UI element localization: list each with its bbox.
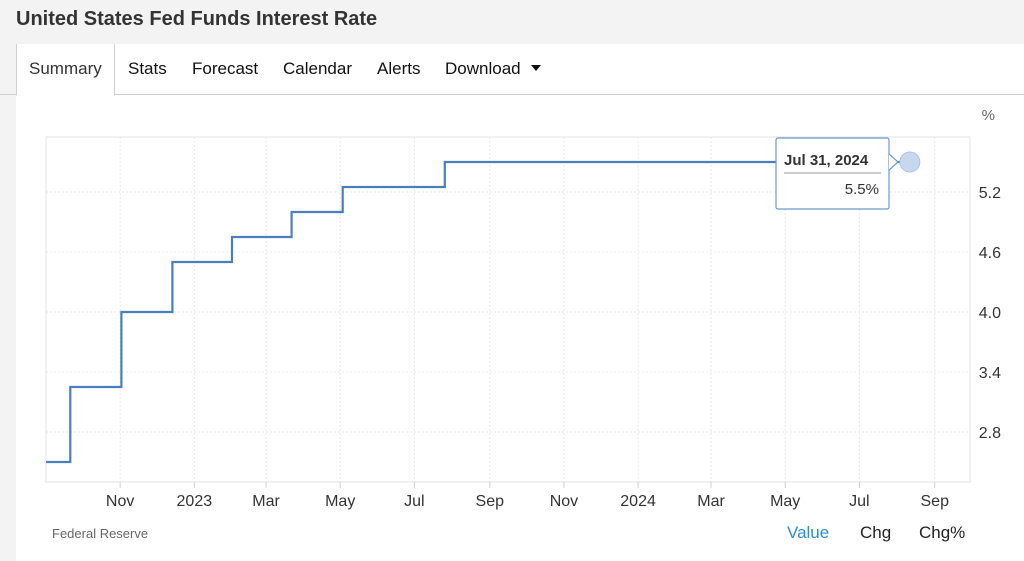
highlight-point (899, 151, 921, 173)
x-tick-label: May (325, 493, 355, 510)
left-gutter (0, 95, 16, 561)
metric-value-button[interactable]: Value (787, 523, 830, 542)
tab-calendar[interactable]: Calendar (283, 59, 352, 78)
y-tick-label: 4.6 (979, 245, 1001, 262)
x-tick-label: Mar (697, 493, 725, 510)
caret-down-icon (530, 64, 541, 71)
tab-bar-spacer (0, 44, 16, 94)
chart: Nov 2023 Mar May Jul Sep Nov 2024 Mar May Jul Sep 2.… (45, 107, 1001, 510)
y-tick-label: 5.2 (979, 185, 1001, 202)
x-tick-label: 2024 (620, 493, 656, 510)
x-tick-label: 2023 (177, 493, 213, 510)
tab-download[interactable]: Download (445, 44, 541, 94)
metric-chg-button[interactable]: Chg (860, 523, 892, 542)
x-tick-label: Jul (849, 493, 869, 510)
y-tick-label: 3.4 (979, 365, 1001, 382)
tab-bar: Summary Stats Forecast Calendar Alerts D… (0, 44, 1024, 96)
tooltip-value: 5.5% (845, 181, 879, 198)
x-tick-label: Sep (921, 493, 950, 510)
tooltip-arrow (888, 153, 899, 171)
tab-forecast[interactable]: Forecast (192, 59, 259, 78)
title-bar: United States Fed Funds Interest Rate (0, 0, 1024, 45)
fed-rate-step-line (46, 160, 896, 464)
x-tick-label: Jul (404, 493, 424, 510)
x-tick-label: Sep (476, 493, 505, 510)
tooltip-date: Jul 31, 2024 (784, 152, 869, 169)
metric-chg-pct-button[interactable]: Chg% (919, 523, 966, 542)
x-tick-label: Nov (550, 493, 578, 510)
tab-download-label: Download (445, 59, 521, 78)
data-source: Federal Reserve (52, 526, 149, 541)
tab-stats[interactable]: Stats (128, 59, 167, 78)
y-unit-label: % (982, 107, 995, 124)
x-tick-label: Mar (252, 493, 280, 510)
y-tick-label: 4.0 (979, 305, 1001, 322)
x-tick-label: May (770, 493, 800, 510)
y-tick-label: 2.8 (979, 425, 1001, 442)
plot-frame (45, 136, 971, 483)
page-title: United States Fed Funds Interest Rate (16, 8, 378, 30)
tab-summary[interactable]: Summary (16, 44, 115, 96)
tab-alerts[interactable]: Alerts (377, 59, 421, 78)
x-tick-label: Nov (106, 493, 134, 510)
